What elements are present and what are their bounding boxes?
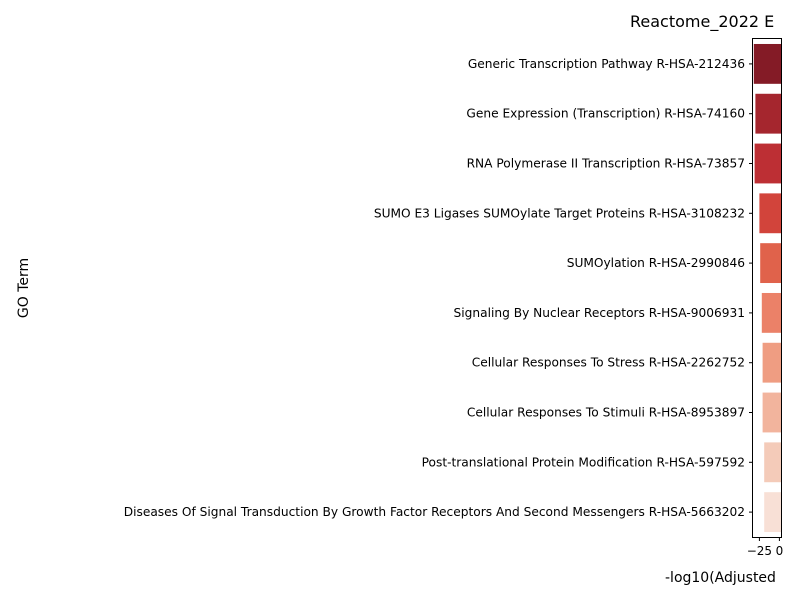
bar	[764, 492, 781, 533]
bar	[753, 43, 781, 84]
category-label: SUMO E3 Ligases SUMOylate Target Protein…	[374, 206, 745, 220]
bar	[762, 342, 781, 383]
category-label: Diseases Of Signal Transduction By Growt…	[124, 505, 745, 519]
category-label: SUMOylation R-HSA-2990846	[567, 256, 745, 270]
x-tick-label: −25	[747, 544, 772, 558]
bar	[764, 442, 781, 483]
bar	[755, 93, 781, 134]
category-label: Cellular Responses To Stress R-HSA-22627…	[472, 356, 745, 370]
bar	[759, 193, 781, 234]
x-axis-label: -log10(Adjusted	[665, 570, 776, 586]
category-label: RNA Polymerase II Transcription R-HSA-73…	[467, 157, 745, 171]
x-axis-ticks: −25 0	[747, 537, 783, 558]
category-labels: Generic Transcription Pathway R-HSA-2124…	[124, 57, 753, 519]
chart-title: Reactome_2022 E	[630, 12, 774, 32]
category-label: Generic Transcription Pathway R-HSA-2124…	[468, 57, 745, 71]
bar	[760, 243, 781, 284]
plot-frame	[752, 38, 782, 538]
x-tick-label: 0	[776, 544, 784, 558]
y-axis-label: GO Term	[16, 258, 32, 318]
bar	[762, 392, 781, 433]
category-label: Post-translational Protein Modification …	[422, 455, 745, 469]
category-label: Signaling By Nuclear Receptors R-HSA-900…	[454, 306, 745, 320]
category-label: Cellular Responses To Stimuli R-HSA-8953…	[467, 406, 745, 420]
bars-group	[753, 43, 781, 533]
bar	[754, 143, 781, 184]
category-label: Gene Expression (Transcription) R-HSA-74…	[466, 107, 745, 121]
bar	[761, 292, 781, 333]
